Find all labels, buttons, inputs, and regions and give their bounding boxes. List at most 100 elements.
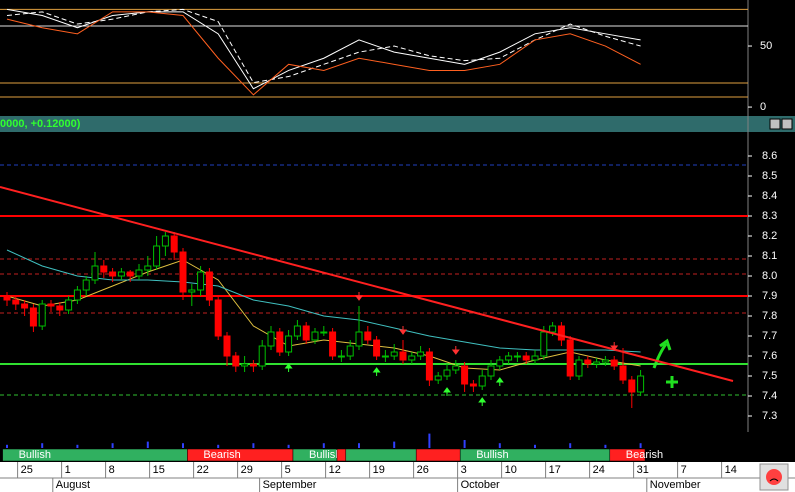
candle-body: [575, 359, 583, 377]
x-tick-label: 10: [505, 464, 517, 476]
candle-body: [452, 365, 460, 371]
y-tick-label: 7.5: [762, 370, 777, 382]
candle-body: [302, 325, 310, 341]
oscillator-line: [6, 11, 641, 96]
candle-body: [601, 359, 609, 363]
candle-body: [188, 289, 196, 293]
candle-body: [197, 271, 205, 291]
month-label: November: [650, 479, 701, 491]
x-tick-label: 25: [21, 464, 33, 476]
candle-body: [135, 269, 143, 277]
candle-body: [3, 295, 11, 301]
candle-body: [566, 339, 574, 377]
candle-body: [417, 351, 425, 357]
candle-body: [628, 379, 636, 393]
candle-body: [443, 369, 451, 377]
candle-body: [276, 331, 284, 353]
candle-body: [408, 355, 416, 361]
x-tick-label: 31: [637, 464, 649, 476]
candle-body: [267, 331, 275, 347]
signal-down: [355, 292, 363, 301]
candle-body: [329, 331, 337, 357]
candle-body: [117, 271, 125, 277]
x-tick-label: 19: [373, 464, 385, 476]
candle-body: [241, 363, 249, 367]
candle-body: [170, 235, 178, 253]
header-bar: [0, 116, 795, 132]
candle-body: [232, 355, 240, 367]
trend-segment: [609, 448, 646, 462]
maximize-button[interactable]: [781, 118, 793, 130]
y-tick-label: 8.0: [762, 270, 777, 282]
candle-body: [311, 331, 319, 341]
trend-label: Bullish: [476, 449, 508, 461]
month-label: September: [263, 479, 317, 491]
candle-body: [610, 359, 618, 367]
y-tick-label: 8.2: [762, 230, 777, 242]
candle-body: [73, 289, 81, 301]
restore-button[interactable]: [769, 118, 781, 130]
candle-body: [461, 365, 469, 385]
x-tick-label: 29: [241, 464, 253, 476]
trendline: [0, 186, 734, 382]
signal-down: [610, 342, 619, 351]
status-icon: [766, 469, 782, 485]
candle-body: [91, 265, 99, 281]
trend-label: Bearish: [626, 449, 663, 461]
signal-up: [478, 397, 487, 406]
candle-body: [478, 375, 486, 387]
candle-body: [214, 299, 222, 337]
projection-up: [652, 338, 672, 369]
y-tick-label: 8.5: [762, 170, 777, 182]
candle-body: [434, 375, 442, 381]
y-tick-label: 7.3: [762, 410, 777, 422]
y-tick-label: 7.4: [762, 390, 777, 402]
trend-segment: [415, 448, 461, 462]
candle-body: [346, 345, 354, 357]
y-tick-label: 8.1: [762, 250, 777, 262]
header-text: 0000, +0.12000): [0, 118, 81, 130]
candle-body: [205, 271, 213, 301]
trend-label: Bearish: [203, 449, 240, 461]
x-tick-label: 22: [197, 464, 209, 476]
signal-down: [399, 326, 407, 335]
candle-body: [320, 331, 328, 334]
month-label: August: [56, 479, 90, 491]
candle-body: [381, 355, 389, 358]
candle-body: [56, 305, 64, 311]
trend-segment: [336, 448, 347, 462]
candle-body: [584, 359, 592, 365]
candle-body: [144, 265, 152, 271]
x-tick-label: 3: [461, 464, 467, 476]
oscillator-line: [6, 8, 641, 90]
candle-body: [82, 279, 90, 291]
y-tick-label: 7.9: [762, 290, 777, 302]
x-tick-label: 8: [109, 464, 115, 476]
candle-body: [505, 355, 513, 361]
trend-label: Bullish: [19, 449, 51, 461]
candle-body: [100, 265, 108, 273]
candle-body: [619, 365, 627, 381]
candle-body: [249, 363, 257, 367]
candle-body: [549, 325, 557, 333]
candle-body: [522, 355, 530, 361]
signal-down: [451, 346, 460, 355]
candle-body: [531, 355, 539, 361]
x-tick-label: 12: [329, 464, 341, 476]
candle-body: [364, 331, 372, 341]
oscillator-tick-label: 50: [760, 40, 772, 52]
candle-body: [65, 299, 73, 311]
x-tick-label: 7: [681, 464, 687, 476]
signal-up: [443, 387, 451, 396]
candle-body: [425, 351, 433, 381]
candle-body: [399, 351, 407, 361]
candle-body: [126, 271, 134, 277]
date-axis: [0, 462, 795, 492]
y-tick-label: 7.6: [762, 350, 777, 362]
trend-label: Bullish: [309, 449, 341, 461]
trend-segment: [345, 448, 417, 462]
candle-body: [637, 375, 645, 393]
x-tick-label: 15: [153, 464, 165, 476]
